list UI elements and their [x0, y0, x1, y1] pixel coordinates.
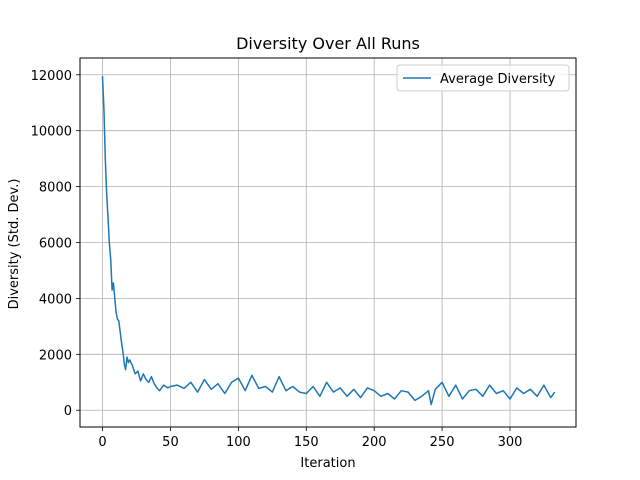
x-tick-label: 0: [98, 435, 106, 450]
data-series: [101, 76, 556, 406]
y-tick-label: 8000: [39, 181, 72, 196]
legend-label: Average Diversity: [440, 72, 556, 87]
y-tick-label: 6000: [39, 237, 72, 252]
y-tick-label: 12000: [31, 69, 72, 84]
y-tick-label: 4000: [39, 292, 72, 307]
x-tick-label: 250: [430, 435, 455, 450]
legend-box: [396, 64, 570, 92]
x-tick-label: 200: [362, 435, 387, 450]
y-tick-label: 2000: [39, 348, 72, 363]
chart-title: Diversity Over All Runs: [236, 34, 420, 53]
x-axis-label: Iteration: [300, 456, 355, 471]
x-axis: 0 50 100 150 200 250 300: [98, 427, 522, 450]
y-axis: 0 2000 4000 6000 8000 10000 12000: [31, 69, 80, 419]
legend: Average Diversity: [396, 64, 570, 92]
series-line-average-diversity: [101, 76, 556, 406]
x-tick-label: 50: [162, 435, 179, 450]
y-axis-label: Diversity (Std. Dev.): [7, 179, 22, 310]
y-tick-label: 10000: [31, 125, 72, 140]
y-tick-label: 0: [64, 404, 72, 419]
grid-lines: [80, 58, 576, 427]
x-tick-label: 300: [498, 435, 523, 450]
x-tick-label: 100: [226, 435, 251, 450]
x-tick-label: 150: [294, 435, 319, 450]
